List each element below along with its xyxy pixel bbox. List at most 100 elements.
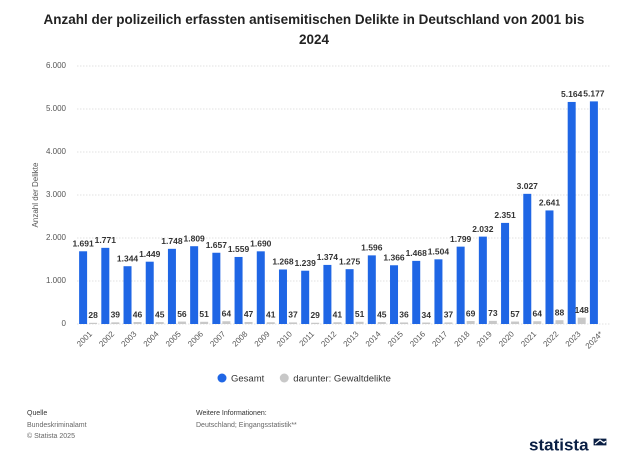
- value-label: 56: [177, 309, 187, 319]
- x-tick-label: 2005: [164, 329, 183, 348]
- bar: [256, 251, 265, 324]
- value-label: 1.366: [383, 253, 405, 263]
- bar: [434, 259, 443, 324]
- bar: [79, 251, 88, 324]
- logo: statista: [529, 435, 589, 454]
- bar: [101, 247, 110, 324]
- value-label: 1.449: [139, 249, 161, 259]
- value-label: 1.657: [206, 240, 228, 250]
- bar: [111, 322, 120, 324]
- x-tick-label: 2016: [408, 329, 427, 348]
- y-tick-label: 2.000: [46, 233, 67, 242]
- y-tick-label: 0: [62, 319, 67, 328]
- y-tick-label: 1.000: [46, 276, 67, 285]
- y-axis-label: Anzahl der Delikte: [31, 162, 40, 227]
- bar: [123, 266, 132, 324]
- bar: [288, 322, 297, 324]
- logo-icon: [592, 437, 608, 447]
- bar: [266, 322, 275, 324]
- x-tick-label: 2013: [342, 329, 361, 348]
- value-label: 37: [444, 310, 454, 320]
- value-label: 64: [222, 308, 232, 318]
- value-label: 1.771: [95, 235, 117, 245]
- bar: [400, 322, 409, 324]
- value-label: 3.027: [517, 181, 539, 191]
- value-label: 1.809: [184, 233, 206, 243]
- x-tick-label: 2003: [119, 329, 138, 348]
- value-label: 1.268: [272, 257, 294, 267]
- y-tick-label: 6.000: [46, 61, 67, 70]
- value-label: 5.164: [561, 89, 583, 99]
- value-label: 47: [244, 309, 254, 319]
- x-tick-label: 2017: [430, 329, 449, 348]
- bar: [511, 321, 520, 324]
- x-tick-label: 2007: [208, 329, 227, 348]
- x-tick-label: 2022: [541, 329, 560, 348]
- source: Bundeskriminalamt: [27, 422, 87, 429]
- x-tick-label: 2021: [519, 329, 538, 348]
- bar: [323, 264, 332, 324]
- value-label: 1.559: [228, 244, 250, 254]
- bar: [133, 322, 142, 324]
- x-tick-label: 2004: [142, 329, 161, 348]
- x-tick-label: 2009: [253, 329, 272, 348]
- value-label: 2.351: [494, 210, 516, 220]
- value-label: 73: [488, 308, 498, 318]
- bar: [244, 321, 253, 324]
- bar: [533, 321, 542, 324]
- x-tick-label: 2012: [319, 329, 338, 348]
- bar: [555, 320, 564, 324]
- x-tick-label: 2010: [275, 329, 294, 348]
- value-label: 2.641: [539, 198, 561, 208]
- bar: [177, 321, 186, 324]
- value-label: 28: [88, 310, 98, 320]
- x-tick-label: 2020: [497, 329, 516, 348]
- value-label: 51: [199, 309, 209, 319]
- bar: [200, 321, 209, 324]
- bar: [190, 246, 199, 324]
- bar: [567, 101, 576, 324]
- value-label: 64: [533, 308, 543, 318]
- x-tick-label: 2024*: [584, 330, 605, 351]
- x-tick-label: 2018: [453, 329, 472, 348]
- bar: [545, 210, 554, 324]
- value-label: 1.344: [117, 253, 139, 263]
- x-tick-label: 2015: [386, 329, 405, 348]
- bar: [145, 261, 154, 324]
- bar: [355, 321, 364, 324]
- y-tick-label: 3.000: [46, 190, 67, 199]
- bar: [412, 260, 421, 324]
- bar: [167, 248, 176, 324]
- info-heading: Weitere Informationen:: [196, 410, 267, 417]
- y-tick-label: 5.000: [46, 104, 67, 113]
- bar: [222, 321, 231, 324]
- bar: [212, 252, 221, 324]
- value-label: 37: [288, 310, 298, 320]
- chart-title: Anzahl der polizeilich erfassten antisem…: [43, 12, 585, 47]
- bar: [589, 101, 598, 324]
- value-label: 29: [310, 310, 320, 320]
- value-label: 51: [355, 309, 365, 319]
- bar: [377, 322, 386, 324]
- bar: [89, 322, 98, 324]
- bar: [478, 236, 487, 324]
- bar: [301, 270, 310, 324]
- x-tick-label: 2011: [298, 329, 317, 348]
- x-tick-label: 2006: [186, 329, 205, 348]
- value-label: 45: [377, 309, 387, 319]
- bar: [333, 322, 342, 324]
- value-label: 45: [155, 309, 165, 319]
- bar: [456, 246, 465, 324]
- value-label: 1.374: [317, 252, 339, 262]
- value-label: 5.177: [583, 89, 605, 99]
- x-tick-label: 2023: [564, 329, 583, 348]
- bar: [577, 317, 586, 324]
- legend-label: Gesamt: [231, 374, 265, 385]
- bar: [444, 322, 453, 324]
- info: Deutschland; Eingangsstatistik**: [196, 422, 297, 429]
- source-heading: Quelle: [27, 410, 47, 417]
- legend-marker: [279, 373, 289, 383]
- value-label: 88: [555, 307, 565, 317]
